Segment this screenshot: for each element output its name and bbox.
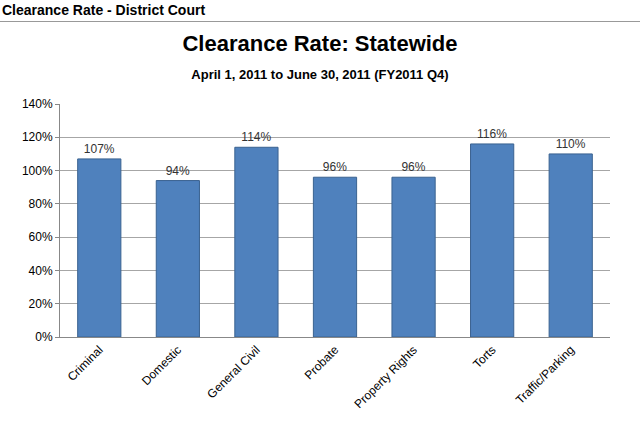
svg-text:Domestic: Domestic xyxy=(139,343,184,388)
svg-text:Property Rights: Property Rights xyxy=(352,343,420,411)
svg-text:General Civil: General Civil xyxy=(204,343,262,401)
html-text:Clearance Rate - District Cour: Clearance Rate - District Court xyxy=(2,2,206,18)
svg-text:Torts: Torts xyxy=(470,343,498,371)
svg-text:116%: 116% xyxy=(477,127,507,141)
svg-text:114%: 114% xyxy=(241,130,271,144)
svg-text:Clearance Rate: StatewideApril: Clearance Rate: StatewideApril 1, 2011 t… xyxy=(182,31,457,83)
svg-text:94%: 94% xyxy=(166,164,190,178)
svg-text:60%: 60% xyxy=(29,230,53,244)
svg-text:20%: 20% xyxy=(29,297,53,311)
svg-text:96%: 96% xyxy=(401,160,425,174)
svg-text:Probate: Probate xyxy=(302,343,342,383)
svg-text:0%: 0% xyxy=(35,330,53,344)
svg-text:80%: 80% xyxy=(29,197,53,211)
svg-text:120%: 120% xyxy=(22,130,53,144)
svg-text:Criminal: Criminal xyxy=(65,343,106,384)
svg-text:110%: 110% xyxy=(556,137,586,151)
svg-text:100%: 100% xyxy=(22,164,53,178)
svg-text:Traffic/Parking: Traffic/Parking xyxy=(513,343,577,407)
svg-text:40%: 40% xyxy=(29,264,53,278)
svg-text:140%: 140% xyxy=(22,97,53,111)
svg-text:107%: 107% xyxy=(84,142,115,156)
svg-text:96%: 96% xyxy=(323,160,347,174)
